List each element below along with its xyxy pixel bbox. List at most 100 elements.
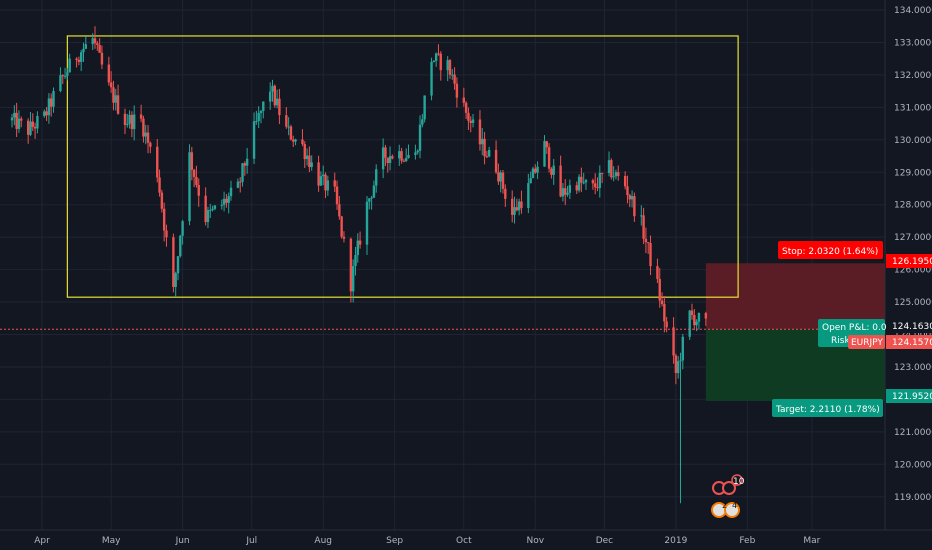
candle-body xyxy=(26,120,30,135)
candle-body xyxy=(91,38,94,45)
candle-body xyxy=(660,300,664,305)
symbol-tag-text: EURJPY xyxy=(851,338,883,348)
candle-up xyxy=(375,164,378,193)
position-zones xyxy=(705,263,885,401)
candle-up xyxy=(114,88,117,111)
candle-up xyxy=(52,87,55,113)
stop-label-text: Stop: 2.0320 (1.64%) xyxy=(782,247,878,257)
price-tick-label: 134.0000 xyxy=(894,6,932,16)
candle-body xyxy=(195,176,198,186)
candle-body xyxy=(257,112,260,122)
candle-body xyxy=(144,132,147,137)
candle-down xyxy=(594,173,597,195)
candle-body xyxy=(156,146,159,178)
candle-down xyxy=(633,192,636,222)
candle-body xyxy=(29,121,32,135)
candle-up xyxy=(133,105,136,141)
candle-up xyxy=(220,199,223,210)
candle-body xyxy=(17,118,21,129)
last-price-tag-text: 124.1570 xyxy=(892,338,932,348)
stop-zone[interactable] xyxy=(705,263,885,330)
candle-body xyxy=(630,196,634,200)
candle-down xyxy=(172,233,175,293)
candle-down xyxy=(204,187,207,226)
date-tick-label: Apr xyxy=(34,536,50,546)
candle-down xyxy=(663,296,666,333)
candle-body xyxy=(434,53,438,61)
candle-body xyxy=(128,114,131,124)
candle-body xyxy=(142,118,145,137)
target-label[interactable]: Target: 2.2110 (1.78%) xyxy=(772,399,883,417)
candle-down xyxy=(303,141,306,168)
candle-up xyxy=(451,69,454,80)
candle-up xyxy=(84,36,87,50)
candle-down xyxy=(225,193,228,208)
candle-down xyxy=(20,116,23,128)
candle-down xyxy=(649,235,652,276)
candle-body xyxy=(517,201,521,211)
candle-up xyxy=(188,144,191,226)
candle-body xyxy=(301,139,304,145)
range-box[interactable] xyxy=(66,35,739,298)
price-axis[interactable]: 134.0000 133.0000 132.0000 131.0000 130.0000… xyxy=(894,6,932,503)
candle-body xyxy=(252,121,256,159)
candle-down xyxy=(100,45,104,70)
candle-body xyxy=(469,120,472,123)
candle-up xyxy=(17,110,21,133)
candle-up xyxy=(536,161,539,180)
candle-body xyxy=(15,112,18,129)
stop-label-bg xyxy=(778,241,883,259)
candle-down xyxy=(628,193,631,208)
event-markers[interactable]: 10 2 4 xyxy=(711,474,745,518)
candle-body xyxy=(268,91,272,102)
candle-down xyxy=(485,150,489,159)
candle-down xyxy=(550,167,553,179)
candle-body xyxy=(133,114,136,130)
target-label-bg xyxy=(772,399,883,417)
candle-up xyxy=(255,110,258,125)
event-marker-right[interactable] xyxy=(724,502,740,518)
candle-body xyxy=(559,165,562,197)
candle-down xyxy=(580,167,583,193)
candle-body xyxy=(160,192,164,209)
candle-body xyxy=(421,119,424,125)
candle-body xyxy=(36,116,39,129)
event-marker-earnings[interactable] xyxy=(722,481,736,495)
candle-body xyxy=(610,160,613,178)
candle-body xyxy=(333,180,336,187)
candle-down xyxy=(165,224,168,247)
candle-body xyxy=(487,149,491,157)
stop-label[interactable]: Stop: 2.0320 (1.64%) xyxy=(778,241,883,259)
candle-down xyxy=(75,57,78,68)
candle-down xyxy=(534,164,537,174)
time-axis[interactable]: Apr May Jun Jul Aug Sep Oct Nov Dec 2019 Feb Mar xyxy=(34,536,820,546)
candle-down xyxy=(130,111,134,138)
candle-body xyxy=(59,75,62,91)
candle-up xyxy=(388,146,392,171)
candle-down xyxy=(195,165,198,188)
candle-body xyxy=(552,165,555,175)
candle-down xyxy=(317,155,320,192)
candle-body xyxy=(543,141,546,167)
candle-up xyxy=(268,82,272,110)
candle-up xyxy=(211,205,214,212)
candle-down xyxy=(243,161,247,176)
candle-up xyxy=(423,95,426,123)
candle-body xyxy=(690,310,694,315)
target-price-tag-text: 121.9520 xyxy=(892,392,932,402)
candle-body xyxy=(227,196,230,203)
candle-up xyxy=(372,180,376,199)
date-tick-label: Aug xyxy=(314,536,332,546)
candle-down xyxy=(33,122,37,139)
candle-up xyxy=(584,178,588,190)
symbol-tag[interactable]: EURJPY xyxy=(848,335,885,349)
candle-up xyxy=(245,147,249,174)
candle-body xyxy=(273,85,277,106)
candle-up xyxy=(513,196,516,224)
candle-up xyxy=(640,205,643,226)
candle-down xyxy=(15,102,18,137)
event-marker-count[interactable] xyxy=(731,474,743,486)
candle-down xyxy=(511,190,514,223)
candle-down xyxy=(504,184,507,207)
